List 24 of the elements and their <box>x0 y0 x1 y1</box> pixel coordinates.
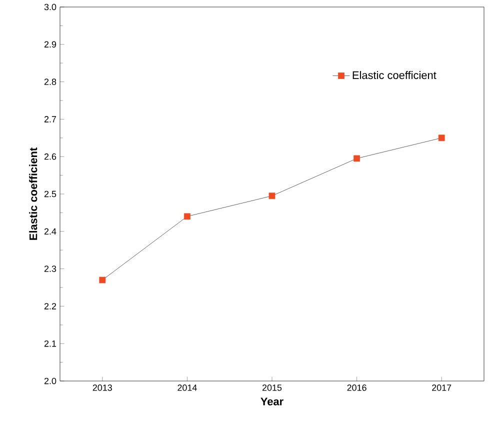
x-tick-label: 2013 <box>92 384 112 391</box>
y-tick-label: 2.3 <box>44 266 56 272</box>
y-tick-label: 2.0 <box>44 378 56 384</box>
y-axis-title: Elastic coefficient <box>29 148 38 240</box>
x-tick-label: 2017 <box>432 384 452 391</box>
point <box>438 134 445 142</box>
y-tick-label: 2.2 <box>44 303 56 310</box>
x-tick-label: 2014 <box>178 384 197 391</box>
y-tick-label: 2.7 <box>44 116 56 122</box>
y-tick-label: 2.4 <box>44 228 56 235</box>
y-tick-label: 2.5 <box>44 190 56 198</box>
x-tick-label: 2016 <box>347 384 366 391</box>
x-tick-label: 2015 <box>262 384 282 391</box>
y-tick-label: 2.1 <box>44 340 56 347</box>
y-tick-label: 2.8 <box>44 78 56 85</box>
point <box>99 276 106 284</box>
point <box>184 213 190 220</box>
y-tick-label: 2.9 <box>44 41 56 48</box>
y-tick-label: 2.6 <box>44 153 56 160</box>
y-tick-label: 3.0 <box>44 4 56 10</box>
point <box>268 192 276 200</box>
x-axis-title: Year <box>260 398 284 406</box>
point <box>354 155 360 162</box>
legend-label: Elastic coefficient <box>352 71 436 80</box>
